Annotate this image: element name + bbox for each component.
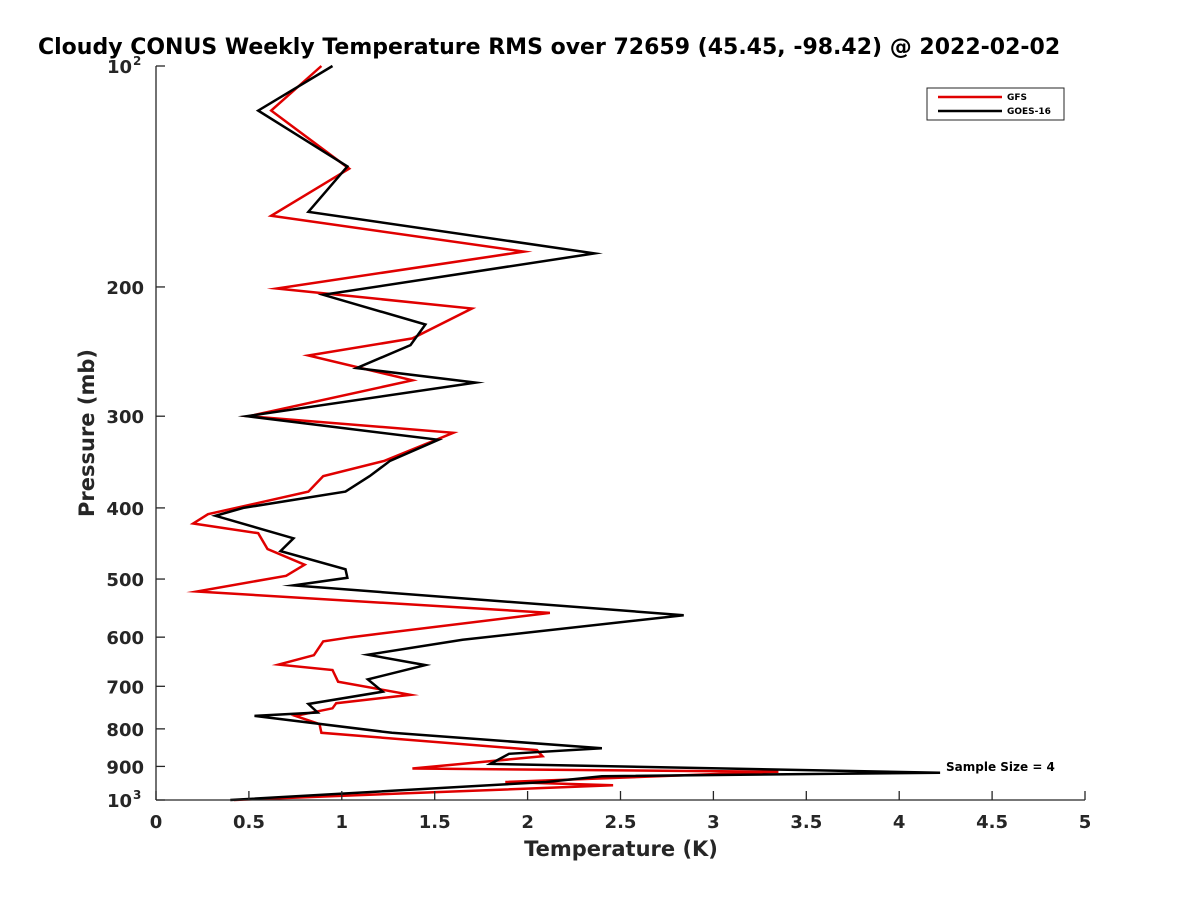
y-tick-label: 600	[106, 628, 144, 649]
x-tick-label: 5	[1079, 812, 1092, 833]
x-tick-label: 4.5	[976, 812, 1008, 833]
chart-title: Cloudy CONUS Weekly Temperature RMS over…	[38, 35, 1060, 60]
y-tick-label: 700	[106, 677, 144, 698]
y-tick-label: 200	[106, 278, 144, 299]
y-tick-label: 800	[106, 720, 144, 741]
x-tick-label: 2.5	[605, 812, 637, 833]
series-line-goes-16	[210, 64, 941, 802]
legend-label: GOES-16	[1007, 107, 1051, 117]
plot-area: 0 0.5 1 1.5 2 2.5 3 3.5 4 4.5 5 10 2200300400500600…	[106, 54, 1091, 833]
x-tick-label: 3.5	[790, 812, 822, 833]
y-tick-label: 500	[106, 570, 144, 591]
y-tick-label: 10	[107, 791, 132, 812]
x-ticks: 0 0.5 1 1.5 2 2.5 3 3.5 4 4.5 5	[150, 791, 1092, 833]
legend-label: GFS	[1007, 93, 1027, 103]
y-tick-label: 400	[106, 499, 144, 520]
y-tick-label-exponent: 3	[133, 788, 141, 802]
x-tick-label: 0	[150, 812, 163, 833]
x-tick-label: 2	[521, 812, 534, 833]
x-tick-label: 3	[707, 812, 720, 833]
x-tick-label: 1	[336, 812, 349, 833]
x-axis-label: Temperature (K)	[524, 837, 718, 861]
legend-box	[926, 87, 1065, 121]
y-tick-label-exponent: 2	[133, 54, 141, 68]
y-tick-label: 10	[107, 57, 132, 78]
x-tick-label: 4	[893, 812, 906, 833]
series-line-gfs	[186, 65, 779, 802]
x-tick-label: 1.5	[419, 812, 451, 833]
legend: GFS GOES-16	[926, 87, 1065, 121]
y-tick-label: 300	[106, 407, 144, 428]
sample-size-annotation: Sample Size = 4	[946, 760, 1055, 774]
series-layer	[186, 64, 941, 802]
x-tick-label: 0.5	[233, 812, 265, 833]
y-tick-label: 900	[106, 757, 144, 778]
y-axis-label: Pressure (mb)	[75, 349, 99, 517]
